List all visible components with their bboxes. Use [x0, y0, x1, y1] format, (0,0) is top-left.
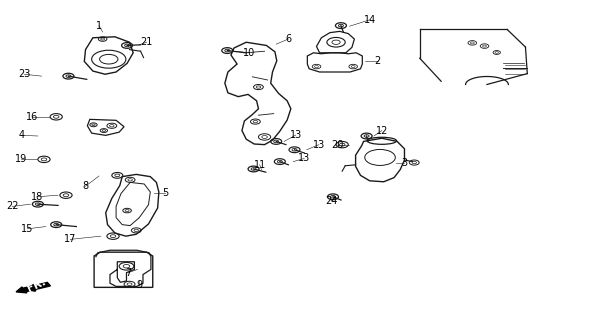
- Text: 4: 4: [18, 130, 24, 140]
- Text: 13: 13: [313, 140, 325, 150]
- Text: 3: 3: [401, 158, 408, 168]
- Text: 7: 7: [125, 268, 131, 278]
- Text: 5: 5: [162, 188, 168, 198]
- Text: 15: 15: [21, 224, 34, 234]
- Text: 13: 13: [298, 153, 310, 164]
- Text: 11: 11: [254, 160, 266, 170]
- Text: 22: 22: [6, 201, 18, 212]
- Text: 14: 14: [364, 15, 376, 25]
- Text: 6: 6: [285, 34, 291, 44]
- Text: 16: 16: [26, 112, 38, 122]
- Text: 23: 23: [18, 69, 31, 79]
- Text: 8: 8: [82, 181, 89, 191]
- Text: 21: 21: [141, 37, 153, 47]
- Text: 12: 12: [376, 125, 388, 136]
- Text: 18: 18: [31, 192, 43, 202]
- Text: 10: 10: [243, 48, 255, 58]
- Text: 24: 24: [325, 196, 337, 206]
- Text: 20: 20: [331, 140, 343, 150]
- Text: FR.: FR.: [26, 277, 48, 294]
- Text: 13: 13: [290, 130, 302, 140]
- Text: 9: 9: [136, 280, 142, 290]
- Text: 17: 17: [64, 234, 76, 244]
- Text: 19: 19: [15, 154, 27, 164]
- Text: 1: 1: [96, 20, 102, 31]
- Text: 2: 2: [375, 56, 381, 67]
- FancyArrow shape: [16, 283, 50, 293]
